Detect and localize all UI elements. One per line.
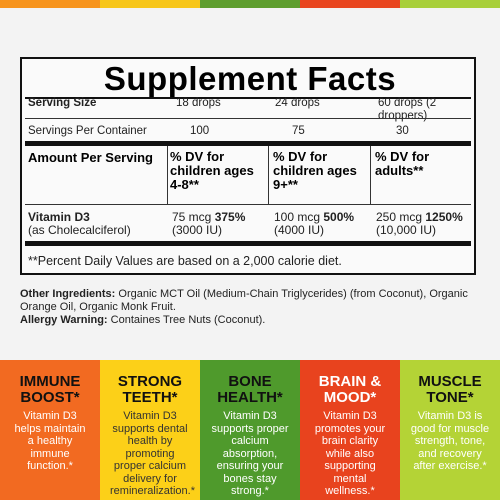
value: 24 drops xyxy=(275,97,320,109)
value: 60 drops (2 droppers) xyxy=(378,97,437,122)
nutrient-value: 250 mcg 1250% (10,000 IU) xyxy=(376,211,463,237)
nutrient-source: (as Cholecalciferol) xyxy=(28,223,131,237)
value: 30 xyxy=(396,125,409,137)
strip xyxy=(200,0,300,8)
divider xyxy=(167,146,168,204)
nutrient-name: Vitamin D3 xyxy=(28,210,90,224)
iu: (4000 IU) xyxy=(274,223,325,237)
value: 75 xyxy=(292,125,305,137)
divider xyxy=(370,146,371,204)
panel-text: Vitamin D3 promotes your brain clarity w… xyxy=(314,410,386,497)
nutrient-value: 75 mcg 375% (3000 IU) xyxy=(172,211,245,237)
panel-text: Vitamin D3 helps maintain a healthy immu… xyxy=(14,410,86,472)
other-ingredients: Other Ingredients: Organic MCT Oil (Medi… xyxy=(20,288,482,314)
header: % DV for children ages 4-8** xyxy=(170,149,254,192)
footnote: **Percent Daily Values are based on a 2,… xyxy=(28,254,342,268)
label: Serving Size xyxy=(28,97,97,109)
panel-title: MUSCLE TONE* xyxy=(418,373,482,406)
text: Containes Tree Nuts (Coconut). xyxy=(110,314,266,326)
allergy-warning: Allergy Warning: Containes Tree Nuts (Co… xyxy=(20,314,265,327)
rule xyxy=(25,141,471,146)
panel-title: BONE HEALTH* xyxy=(217,373,283,406)
facts-title: Supplement Facts xyxy=(103,60,397,97)
panel-title: IMMUNE BOOST* xyxy=(19,373,81,406)
divider xyxy=(268,146,269,204)
benefit-panel: IMMUNE BOOST* Vitamin D3 helps maintain a… xyxy=(0,360,100,500)
amount: 250 mcg xyxy=(376,210,423,224)
panel-text: Vitamin D3 supports dental health by pro… xyxy=(110,410,195,497)
benefit-panel: BONE HEALTH* Vitamin D3 supports proper c… xyxy=(200,360,300,500)
panel-title: STRONG TEETH* xyxy=(117,373,183,406)
panel-text: Vitamin D3 supports proper calcium absor… xyxy=(211,410,289,497)
value: 100 xyxy=(190,125,210,137)
label: Amount Per Serving xyxy=(28,150,153,165)
amount: 75 mcg xyxy=(172,210,212,224)
label: Allergy Warning: xyxy=(20,314,108,326)
nutrient-value: 100 mcg 500% (4000 IU) xyxy=(274,211,354,237)
rule xyxy=(25,204,471,205)
percent-dv: 500% xyxy=(323,210,355,224)
strip xyxy=(400,0,500,8)
text: Organic MCT Oil (Medium-Chain Triglyceri… xyxy=(20,288,468,313)
amount: 100 mcg xyxy=(274,210,321,224)
header: % DV for children ages 9+** xyxy=(273,149,357,192)
percent-dv: 375% xyxy=(214,210,246,224)
strip xyxy=(0,0,100,8)
benefit-panel: MUSCLE TONE* Vitamin D3 is good for muscl… xyxy=(400,360,500,500)
rule xyxy=(25,97,471,99)
facts-box xyxy=(20,57,476,275)
strip xyxy=(300,0,400,8)
panel-text: Vitamin D3 is good for muscle strength, … xyxy=(410,410,490,472)
benefit-panel: BRAIN & MOOD* Vitamin D3 promotes your br… xyxy=(300,360,400,500)
rule xyxy=(25,241,471,246)
strip xyxy=(100,0,200,8)
header: % DV for adults** xyxy=(375,149,430,178)
rule xyxy=(25,118,471,119)
value: 18 drops xyxy=(176,97,221,109)
label: Servings Per Container xyxy=(28,125,147,137)
percent-dv: 1250% xyxy=(425,210,463,224)
label: Other Ingredients: xyxy=(20,288,116,300)
iu: (10,000 IU) xyxy=(376,223,437,237)
benefit-panel: STRONG TEETH* Vitamin D3 supports dental … xyxy=(100,360,200,500)
panel-title: BRAIN & MOOD* xyxy=(318,373,382,406)
iu: (3000 IU) xyxy=(172,223,223,237)
